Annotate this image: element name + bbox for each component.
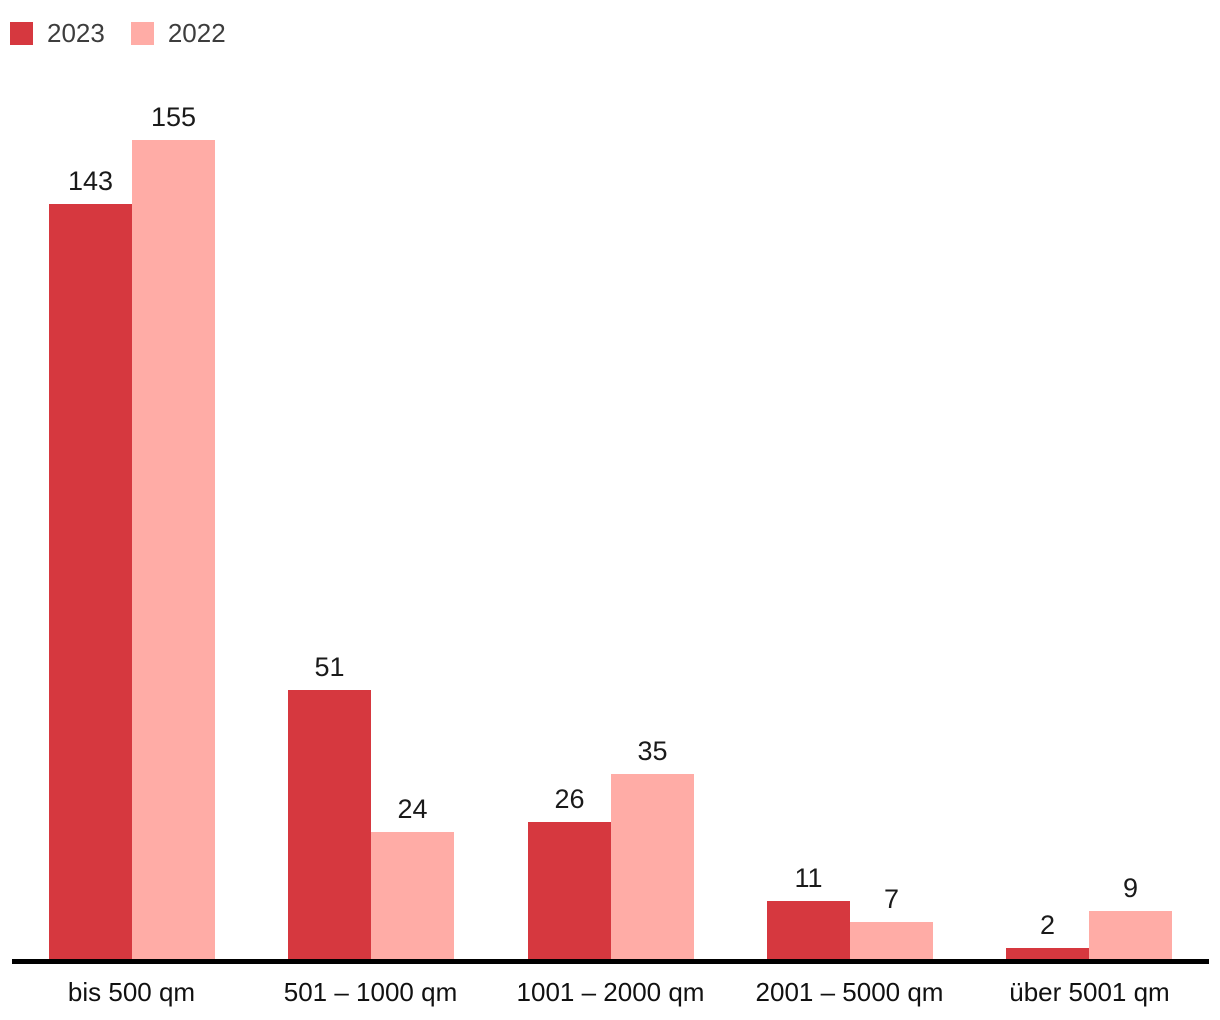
legend-label-2023: 2023 bbox=[47, 18, 105, 48]
legend-label-2022: 2022 bbox=[167, 18, 226, 48]
category-label-3: 2001 – 5000 qm bbox=[755, 977, 944, 1007]
value-label-2023-group-0: 143 bbox=[67, 166, 114, 196]
value-label-2023-group-3: 11 bbox=[794, 863, 823, 893]
bar-2023-group-3 bbox=[767, 901, 850, 959]
legend-item-2023: 2023 bbox=[10, 20, 105, 46]
category-label-4: über 5001 qm bbox=[1009, 977, 1170, 1007]
value-label-2022-group-1: 24 bbox=[397, 794, 428, 824]
value-label-2023-group-1: 51 bbox=[314, 652, 345, 682]
bar-2022-group-2 bbox=[611, 774, 694, 959]
category-label-0: bis 500 qm bbox=[67, 977, 196, 1007]
bar-2023-group-4 bbox=[1006, 948, 1089, 959]
chart-legend: 2023 2022 bbox=[10, 20, 226, 46]
bar-2022-group-4 bbox=[1089, 911, 1172, 959]
legend-swatch-2023-icon bbox=[10, 21, 33, 45]
value-label-2022-group-4: 9 bbox=[1122, 873, 1139, 903]
value-label-2023-group-4: 2 bbox=[1039, 910, 1056, 940]
bar-2022-group-1 bbox=[371, 832, 454, 959]
category-label-2: 1001 – 2000 qm bbox=[516, 977, 705, 1007]
bar-2022-group-0 bbox=[132, 140, 215, 959]
bar-2023-group-0 bbox=[49, 204, 132, 959]
value-label-2022-group-2: 35 bbox=[637, 736, 668, 766]
bar-2023-group-2 bbox=[528, 822, 611, 959]
legend-swatch-2022-icon bbox=[130, 21, 154, 45]
value-label-2023-group-2: 26 bbox=[554, 784, 585, 814]
value-label-2022-group-3: 7 bbox=[883, 884, 900, 914]
value-label-2022-group-0: 155 bbox=[150, 102, 197, 132]
bar-2023-group-1 bbox=[288, 690, 371, 959]
legend-item-2022: 2022 bbox=[130, 18, 226, 48]
x-axis-line bbox=[12, 959, 1209, 964]
category-label-1: 501 – 1000 qm bbox=[283, 977, 458, 1007]
bar-2022-group-3 bbox=[850, 922, 933, 959]
